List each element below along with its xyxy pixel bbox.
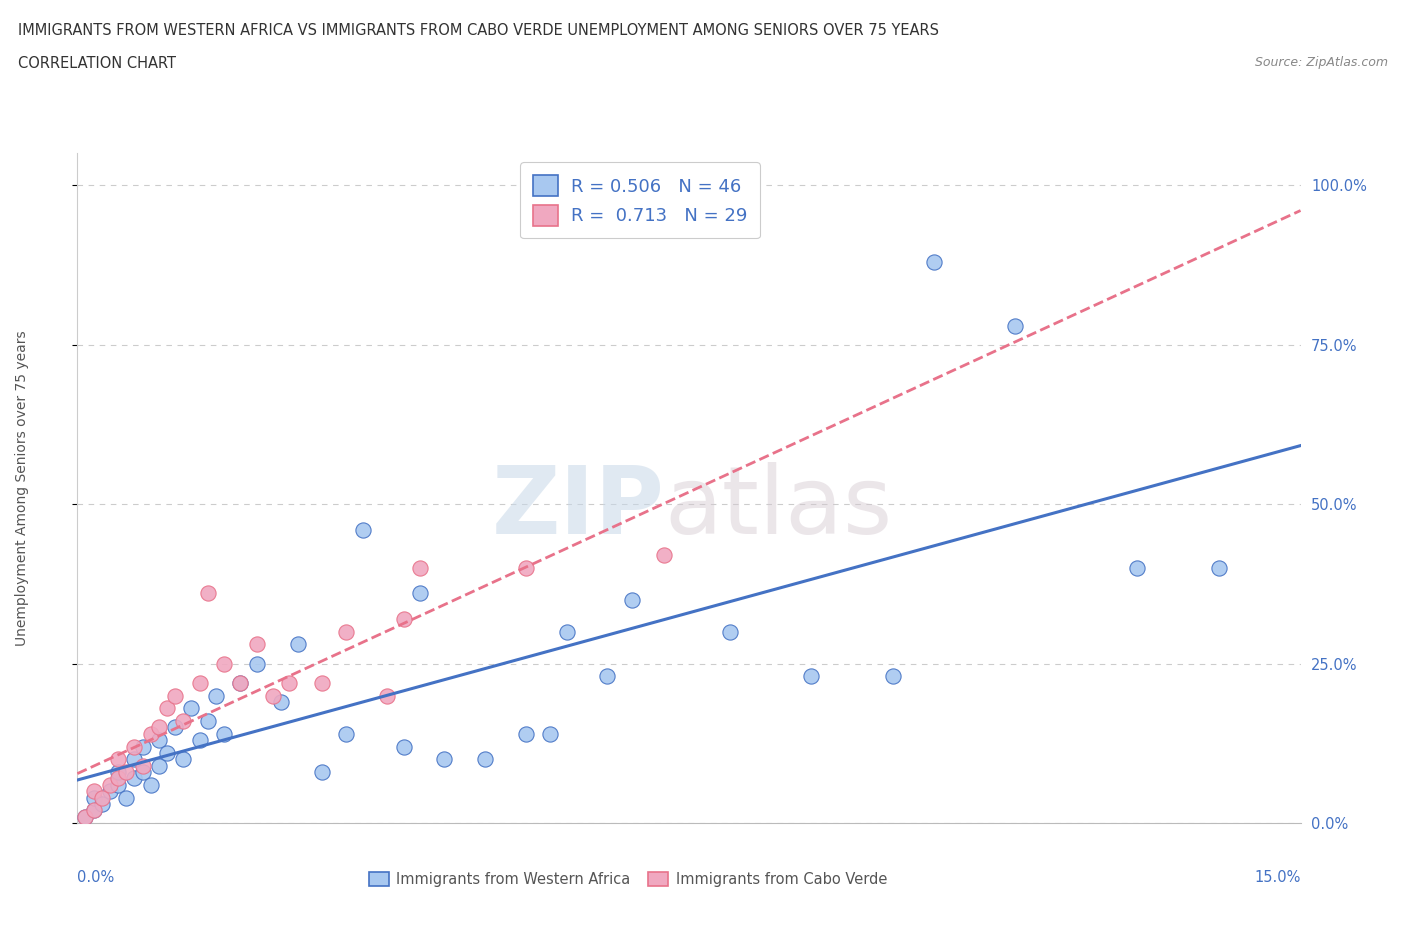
Point [115, 790, 138, 805]
Text: atlas: atlas [665, 462, 893, 554]
Point [409, 561, 432, 576]
Point [98, 784, 121, 799]
Point [270, 695, 292, 710]
Point [392, 739, 415, 754]
Point [515, 561, 537, 576]
Point [90, 790, 112, 805]
Text: ZIP: ZIP [492, 462, 665, 554]
Point [229, 675, 252, 690]
Point [107, 771, 129, 786]
Legend: Immigrants from Western Africa, Immigrants from Cabo Verde: Immigrants from Western Africa, Immigran… [363, 866, 893, 893]
Point [188, 675, 211, 690]
Point [262, 688, 284, 703]
Text: 15.0%: 15.0% [1254, 870, 1301, 885]
Point [205, 688, 228, 703]
Point [139, 726, 162, 741]
Point [654, 548, 676, 563]
Point [392, 612, 415, 627]
Point [107, 751, 129, 766]
Point [156, 746, 179, 761]
Point [197, 713, 219, 728]
Point [75, 809, 97, 824]
Point [515, 726, 537, 741]
Point [352, 523, 374, 538]
Point [922, 255, 945, 270]
Point [246, 637, 269, 652]
Point [555, 624, 578, 639]
Point [620, 592, 643, 607]
Point [1004, 318, 1026, 333]
Point [882, 669, 904, 684]
Point [1126, 561, 1149, 576]
Point [124, 751, 146, 766]
Point [188, 733, 211, 748]
Point [83, 803, 105, 817]
Point [148, 720, 170, 735]
Point [335, 624, 357, 639]
Point [139, 777, 162, 792]
Point [335, 726, 357, 741]
Point [83, 790, 105, 805]
Point [107, 764, 129, 779]
Point [148, 733, 170, 748]
Point [246, 657, 269, 671]
Point [229, 675, 252, 690]
Point [180, 701, 202, 716]
Point [156, 701, 179, 716]
Point [131, 764, 153, 779]
Point [131, 758, 153, 773]
Point [212, 657, 235, 671]
Point [287, 637, 309, 652]
Point [107, 777, 129, 792]
Point [131, 739, 153, 754]
Point [90, 796, 112, 811]
Point [212, 726, 235, 741]
Point [596, 669, 619, 684]
Point [311, 764, 333, 779]
Point [311, 675, 333, 690]
Point [165, 688, 187, 703]
Point [538, 726, 561, 741]
Text: Source: ZipAtlas.com: Source: ZipAtlas.com [1254, 56, 1388, 69]
Point [124, 739, 146, 754]
Point [124, 771, 146, 786]
Text: CORRELATION CHART: CORRELATION CHART [18, 56, 176, 71]
Text: Unemployment Among Seniors over 75 years: Unemployment Among Seniors over 75 years [15, 330, 30, 646]
Point [1208, 561, 1230, 576]
Point [83, 784, 105, 799]
Point [148, 758, 170, 773]
Point [165, 720, 187, 735]
Point [433, 751, 456, 766]
Point [474, 751, 496, 766]
Point [172, 751, 194, 766]
Point [718, 624, 741, 639]
Point [98, 777, 121, 792]
Text: 0.0%: 0.0% [77, 870, 114, 885]
Point [409, 586, 432, 601]
Text: IMMIGRANTS FROM WESTERN AFRICA VS IMMIGRANTS FROM CABO VERDE UNEMPLOYMENT AMONG : IMMIGRANTS FROM WESTERN AFRICA VS IMMIGR… [18, 23, 939, 38]
Point [197, 586, 219, 601]
Point [278, 675, 301, 690]
Point [375, 688, 398, 703]
Point [83, 803, 105, 817]
Point [115, 764, 138, 779]
Point [75, 809, 97, 824]
Point [800, 669, 823, 684]
Point [172, 713, 194, 728]
